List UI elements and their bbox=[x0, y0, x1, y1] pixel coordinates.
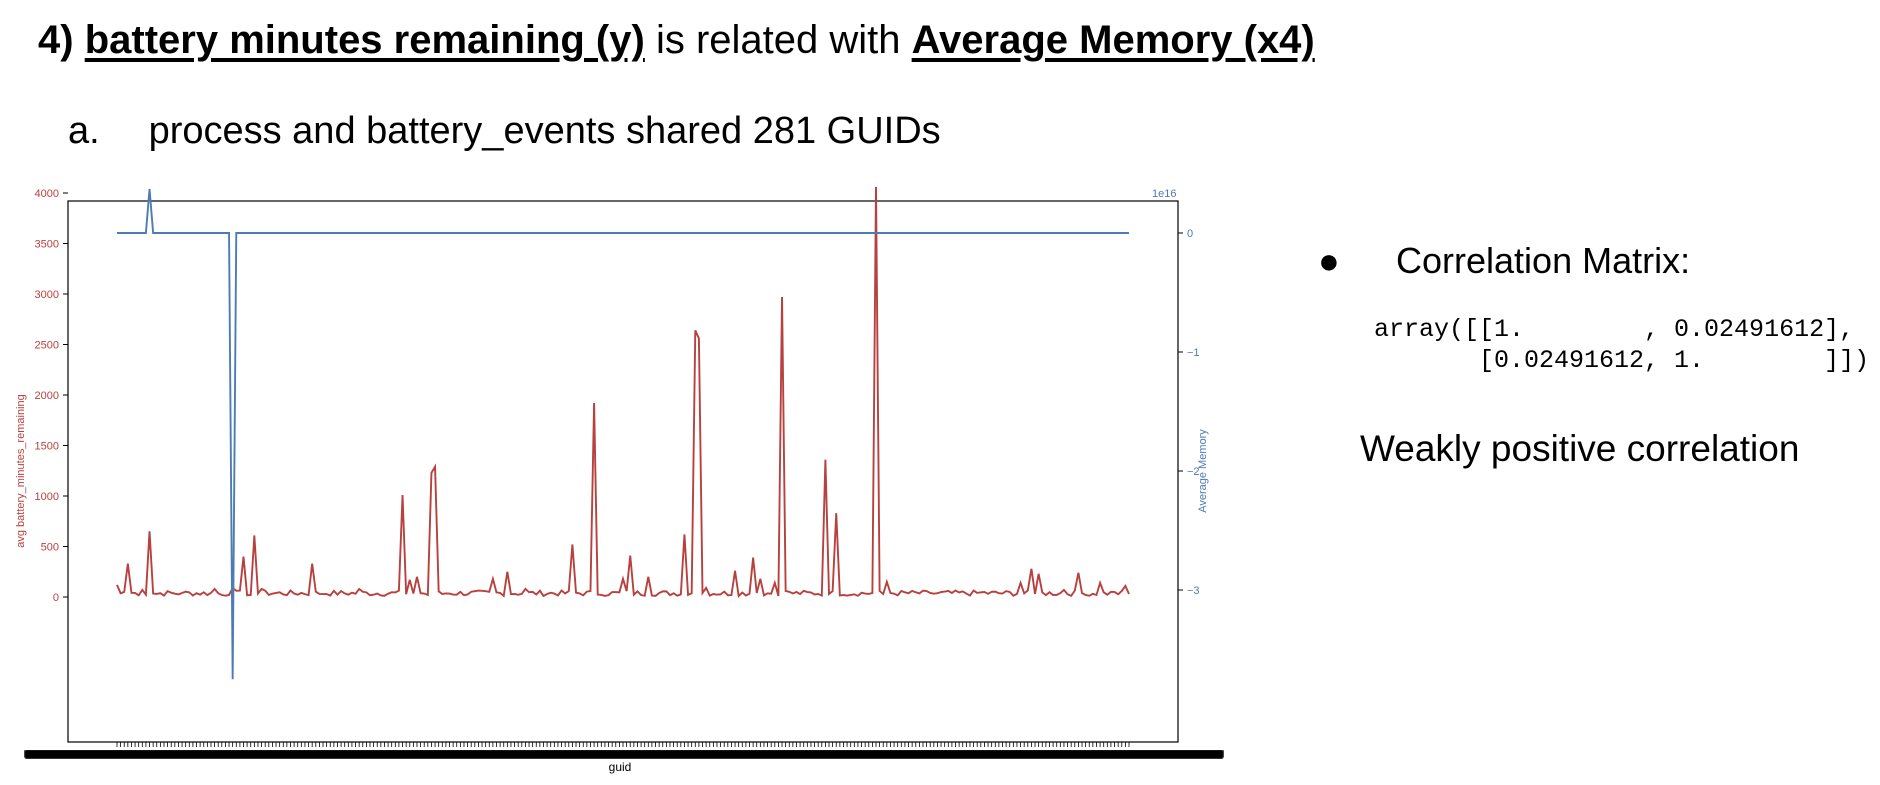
heading-y-variable: battery minutes remaining (y) bbox=[84, 18, 645, 62]
matrix-row-1: array([[1. , 0.02491612], bbox=[1374, 315, 1855, 344]
left-axis-label: avg battery_minutes_remaining bbox=[15, 394, 27, 547]
left-tick-label: 2500 bbox=[35, 340, 59, 352]
x-axis-ticks bbox=[116, 742, 1130, 747]
heading-connector: is related with bbox=[655, 18, 912, 62]
left-tick-label: 3000 bbox=[35, 289, 59, 301]
right-tick-label: −3 bbox=[1187, 585, 1200, 597]
sub-point-marker: a. bbox=[68, 110, 100, 152]
series-line-average-memory bbox=[117, 188, 1129, 680]
sub-point: a. process and battery_events shared 281… bbox=[68, 110, 941, 153]
left-tick-label: 0 bbox=[53, 592, 59, 604]
left-tick-label: 2000 bbox=[35, 390, 59, 402]
left-y-axis: 0 500 1000 1500 2000 2500 3000 3500 4000 bbox=[35, 188, 68, 604]
right-tick-label: −2 bbox=[1187, 466, 1200, 478]
left-tick-label: 4000 bbox=[35, 188, 59, 200]
slide-heading: 4) battery minutes remaining (y) is rela… bbox=[38, 18, 1315, 63]
bullet-dot: ● bbox=[1318, 240, 1340, 281]
battery-memory-chart: 0 500 1000 1500 2000 2500 3000 3500 4000 0 −1 −2 −3… bbox=[15, 186, 1224, 774]
correlation-matrix-heading: ● Correlation Matrix: bbox=[1318, 240, 1690, 282]
right-tick-label: −1 bbox=[1187, 347, 1200, 359]
x-tick-labels-overlap bbox=[26, 751, 1222, 758]
heading-x-variable: Average Memory (x4) bbox=[911, 18, 1315, 62]
x-axis-label: guid bbox=[609, 760, 632, 774]
x-tick-label-band bbox=[24, 750, 1224, 759]
series-line-battery-minutes bbox=[116, 186, 1130, 598]
matrix-row-2: [0.02491612, 1. ]]) bbox=[1374, 346, 1870, 375]
right-axis-scale-label: 1e16 bbox=[1152, 188, 1176, 200]
left-tick-label: 3500 bbox=[35, 239, 59, 251]
left-tick-label: 1000 bbox=[35, 491, 59, 503]
correlation-conclusion: Weakly positive correlation bbox=[1360, 428, 1800, 469]
sub-point-text: process and battery_events shared 281 GU… bbox=[148, 110, 941, 152]
correlation-matrix-title: Correlation Matrix: bbox=[1396, 240, 1691, 281]
right-tick-label: 0 bbox=[1187, 228, 1193, 240]
right-y-axis: 0 −1 −2 −3 bbox=[1178, 228, 1200, 597]
left-tick-label: 1500 bbox=[35, 441, 59, 453]
left-tick-label: 500 bbox=[41, 542, 59, 554]
correlation-matrix: array([[1. , 0.02491612], [0.02491612, 1… bbox=[1374, 314, 1869, 376]
right-axis-label: Average Memory bbox=[1197, 429, 1209, 513]
heading-number: 4) bbox=[38, 18, 74, 62]
